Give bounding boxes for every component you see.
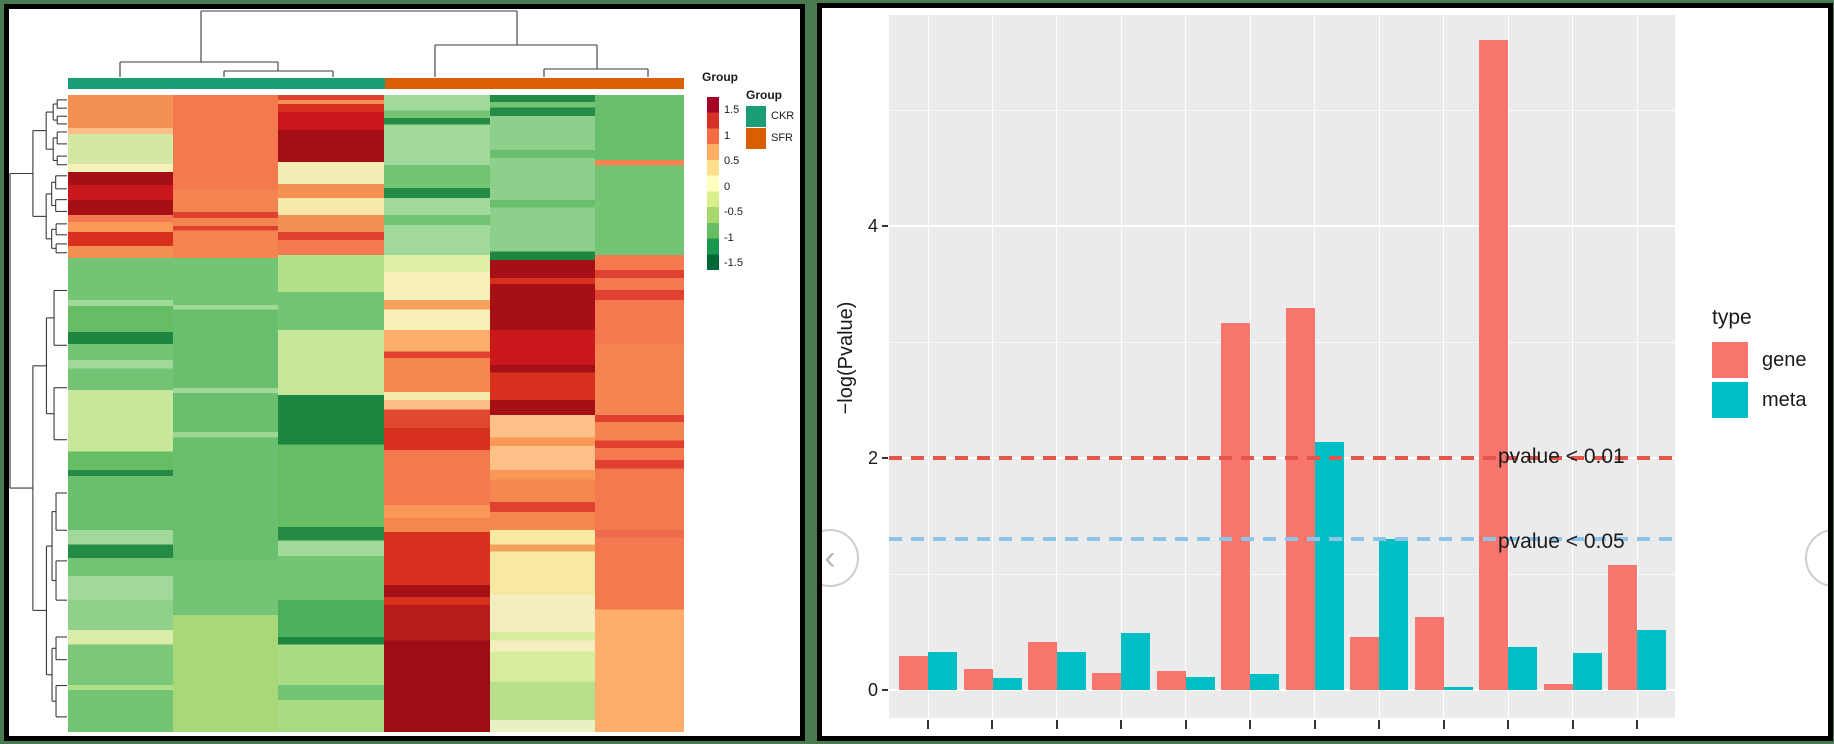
x-tick-1 — [927, 720, 929, 729]
bar-meta-6 — [1250, 673, 1280, 690]
bar-meta-5 — [1185, 677, 1215, 690]
bar-gene-12 — [1608, 564, 1637, 690]
vertical-gridline-1 — [927, 15, 929, 718]
heatmap-column-4 — [384, 95, 490, 732]
y-tick-mark-4 — [882, 225, 888, 227]
bar-meta-1 — [928, 651, 957, 690]
x-tick-6 — [1249, 720, 1252, 729]
vertical-gridline-5 — [1185, 15, 1187, 718]
x-tick-9 — [1442, 720, 1445, 729]
y-tick-mark-0 — [882, 689, 888, 691]
legend-swatch-meta — [1712, 382, 1748, 418]
bar-gene-5 — [1156, 671, 1186, 690]
bar-meta-10 — [1508, 647, 1538, 690]
group-legend-swatch-ckr — [746, 106, 766, 127]
col-annotation-sfr — [385, 78, 684, 89]
carousel-prev-button[interactable]: ‹ — [822, 529, 859, 587]
major-gridline-y4 — [889, 225, 1675, 227]
legend-label-gene: gene — [1762, 349, 1807, 371]
colorbar-tick--1: -1 — [724, 231, 734, 244]
minor-gridline-y3 — [889, 342, 1675, 343]
vertical-gridline-3 — [1056, 15, 1058, 718]
y-axis-title: −log(Pvalue) — [834, 301, 857, 415]
heatmap-column-5 — [490, 95, 595, 732]
pvalue-05-line — [889, 537, 1675, 542]
x-tick-3 — [1055, 720, 1058, 729]
col-annotation-ckr — [68, 78, 385, 89]
bar-gene-4 — [1092, 672, 1122, 690]
y-tick-label-2: 2 — [867, 448, 878, 468]
heatmap-column-6 — [595, 95, 684, 732]
group-legend-swatch-sfr — [746, 128, 766, 149]
colorbar-tick-1: 1 — [724, 129, 731, 142]
y-tick-label-4: 4 — [867, 216, 878, 236]
colorbar-tick--0.5: -0.5 — [724, 206, 743, 218]
x-tick-10 — [1507, 720, 1510, 729]
pvalue-01-line — [889, 456, 1675, 460]
minor-gridline-y5 — [889, 110, 1675, 111]
bar-meta-12 — [1637, 629, 1666, 690]
vertical-gridline-12 — [1636, 15, 1638, 718]
barchart-panel: pvalue < 0.01 pvalue < 0.05 −log(Pvalue)… — [817, 3, 1833, 741]
vertical-gridline-6 — [1249, 15, 1251, 718]
pvalue-01-label: pvalue < 0.01 — [1498, 445, 1625, 468]
colorbar-tick-1.5: 1.5 — [724, 104, 740, 116]
group-legend-label-ckr: CKR — [771, 110, 795, 122]
group-legend-label-sfr: SFR — [771, 132, 793, 144]
pvalue-05-label: pvalue < 0.05 — [1498, 530, 1625, 553]
x-tick-12 — [1636, 720, 1638, 729]
colorbar — [707, 97, 719, 270]
bar-gene-9 — [1414, 616, 1444, 690]
vertical-gridline-11 — [1572, 15, 1573, 718]
legend-label-meta: meta — [1762, 389, 1807, 411]
bar-meta-11 — [1572, 652, 1602, 690]
colorbar-tick--1.5: -1.5 — [724, 257, 743, 269]
bar-meta-3 — [1056, 651, 1086, 690]
y-tick-label-0: 0 — [867, 680, 878, 700]
bar-gene-1 — [899, 656, 928, 690]
bar-meta-9 — [1443, 686, 1473, 690]
vertical-gridline-2 — [992, 15, 993, 718]
bar-plot-area: pvalue < 0.01 pvalue < 0.05 — [889, 15, 1675, 718]
heatmap-column-1 — [68, 95, 173, 732]
legend-swatch-gene — [1712, 342, 1748, 378]
bar-gene-11 — [1543, 684, 1573, 690]
minor-gridline-y1 — [889, 574, 1675, 575]
bar-meta-2 — [992, 678, 1022, 690]
vertical-gridline-10 — [1507, 15, 1509, 718]
bar-meta-7 — [1314, 441, 1344, 690]
vertical-gridline-4 — [1120, 15, 1122, 718]
colorbar-tick-0.5: 0.5 — [724, 155, 740, 167]
x-tick-7 — [1313, 720, 1316, 729]
heatmap-column-2 — [173, 95, 278, 732]
x-tick-5 — [1184, 720, 1187, 729]
bar-gene-3 — [1027, 642, 1057, 690]
vertical-gridline-7 — [1314, 15, 1316, 718]
vertical-gridline-8 — [1378, 15, 1380, 718]
x-tick-11 — [1571, 720, 1574, 729]
x-tick-8 — [1378, 720, 1381, 729]
bar-gene-2 — [963, 669, 993, 690]
major-gridline-y0 — [889, 689, 1675, 691]
bar-gene-7 — [1285, 308, 1315, 690]
colorbar-tick-0: 0 — [724, 180, 731, 193]
bar-gene-10 — [1479, 40, 1509, 690]
bar-meta-8 — [1379, 539, 1409, 690]
heatmap-column-3 — [278, 95, 384, 732]
carousel-next-button[interactable]: › — [1805, 529, 1828, 587]
vertical-gridline-9 — [1443, 15, 1445, 718]
bar-gene-8 — [1350, 636, 1380, 690]
y-tick-mark-2 — [882, 457, 888, 459]
legend-title: type — [1712, 306, 1752, 329]
bar-gene-6 — [1221, 323, 1251, 690]
x-tick-4 — [1120, 720, 1123, 729]
bar-meta-4 — [1121, 633, 1151, 690]
x-tick-2 — [991, 720, 994, 729]
group-legend-title: Group — [746, 88, 782, 102]
col-annotation-label: Group — [702, 70, 738, 84]
